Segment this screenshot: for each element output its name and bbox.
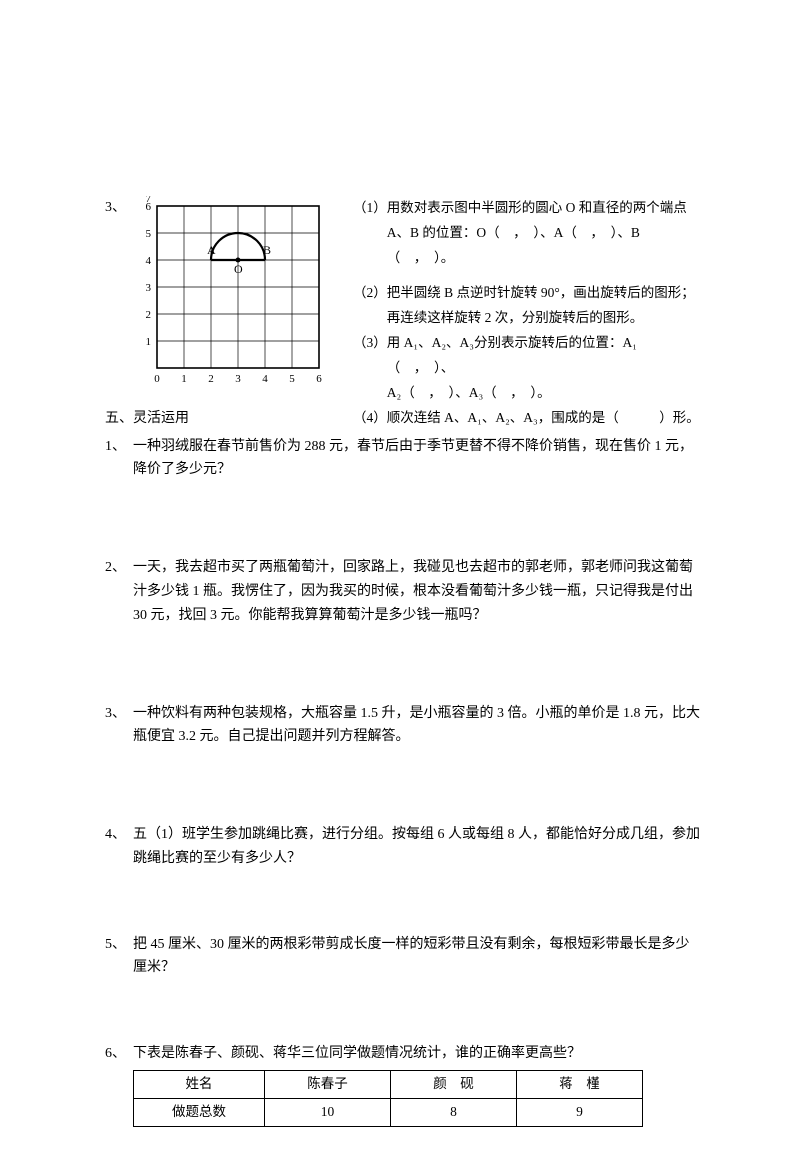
th-c1: 陈春子 xyxy=(265,1071,391,1099)
q3-sub2-text2: 再连续这样旋转 2 次，分别旋转后的图形。 xyxy=(387,310,644,325)
th-c2: 颜 砚 xyxy=(391,1071,517,1099)
q3-sub3-text1: 用 A₁、A₂、A₃分别表示旋转后的位置：A₁（ ， ）、 xyxy=(387,335,637,375)
score-table: 姓名 陈春子 颜 砚 蒋 槿 做题总数 10 8 9 xyxy=(133,1070,643,1127)
p5-num: 5、 xyxy=(105,933,133,981)
th-name: 姓名 xyxy=(134,1071,265,1099)
svg-text:3: 3 xyxy=(235,373,241,385)
question-3: 3、 12345670123456AOB （1） 用数对表示图中半圆形的圆心 O… xyxy=(105,196,700,431)
p6-text: 下表是陈春子、颜砚、蒋华三位同学做题情况统计，谁的正确率更高些？ xyxy=(133,1042,700,1066)
svg-text:2: 2 xyxy=(208,373,214,385)
p6-num: 6、 xyxy=(105,1042,133,1066)
table-row: 做题总数 10 8 9 xyxy=(134,1099,643,1127)
q3-sub2-text1: 把半圆绕 B 点逆时针旋转 90°，画出旋转后的图形； xyxy=(387,285,695,300)
table-row: 姓名 陈春子 颜 砚 蒋 槿 xyxy=(134,1071,643,1099)
problem-1: 1、 一种羽绒服在春节前售价为 288 元，春节后由于季节更替不得不降价销售，现… xyxy=(105,435,700,483)
svg-text:1: 1 xyxy=(181,373,187,385)
svg-text:0: 0 xyxy=(154,373,160,385)
svg-text:7: 7 xyxy=(146,196,152,205)
problem-4: 4、 五（1）班学生参加跳绳比赛，进行分组。按每组 6 人或每组 8 人，都能恰… xyxy=(105,823,700,871)
problem-2: 2、 一天，我去超市买了两瓶葡萄汁，回家路上，我碰见也去超市的郭老师，郭老师问我… xyxy=(105,556,700,627)
svg-text:3: 3 xyxy=(146,282,152,294)
q3-sub1-text2: A、B 的位置：O（ ， ）、A（ ， ）、B（ ， ）。 xyxy=(387,225,640,265)
q3-sub2-label: （2） xyxy=(353,281,387,331)
grid-svg: 12345670123456AOB xyxy=(133,196,333,426)
svg-text:5: 5 xyxy=(146,228,152,240)
svg-text:2: 2 xyxy=(146,309,152,321)
svg-text:6: 6 xyxy=(316,373,322,385)
svg-text:4: 4 xyxy=(146,255,152,267)
q3-sub1-text1: 用数对表示图中半圆形的圆心 O 和直径的两个端点 xyxy=(387,200,687,215)
r1-c3: 9 xyxy=(517,1099,643,1127)
p2-text: 一天，我去超市买了两瓶葡萄汁，回家路上，我碰见也去超市的郭老师，郭老师问我这葡萄… xyxy=(133,556,700,627)
p3-num: 3、 xyxy=(105,702,133,750)
problem-5: 5、 把 45 厘米、30 厘米的两根彩带剪成长度一样的短彩带且没有剩余，每根短… xyxy=(105,933,700,981)
semicircle-grid-chart: 12345670123456AOB xyxy=(133,196,333,426)
th-c3: 蒋 槿 xyxy=(517,1071,643,1099)
p3-text: 一种饮料有两种包装规格，大瓶容量 1.5 升，是小瓶容量的 3 倍。小瓶的单价是… xyxy=(133,702,700,750)
p1-text: 一种羽绒服在春节前售价为 288 元，春节后由于季节更替不得不降价销售，现在售价… xyxy=(133,435,700,483)
p2-num: 2、 xyxy=(105,556,133,627)
svg-text:A: A xyxy=(207,243,216,257)
p4-text: 五（1）班学生参加跳绳比赛，进行分组。按每组 6 人或每组 8 人，都能恰好分成… xyxy=(133,823,700,871)
p4-num: 4、 xyxy=(105,823,133,871)
problem-6: 6、 下表是陈春子、颜砚、蒋华三位同学做题情况统计，谁的正确率更高些？ xyxy=(105,1042,700,1066)
q3-sub3-text2: A₂（ ， ）、A₃（ ， ）。 xyxy=(387,385,551,400)
q3-subquestions: （1） 用数对表示图中半圆形的圆心 O 和直径的两个端点 A、B 的位置：O（ … xyxy=(333,196,700,431)
svg-text:O: O xyxy=(234,262,243,276)
r1-c2: 8 xyxy=(391,1099,517,1127)
r1-c1: 10 xyxy=(265,1099,391,1127)
svg-text:1: 1 xyxy=(146,336,152,348)
p5-text: 把 45 厘米、30 厘米的两根彩带剪成长度一样的短彩带且没有剩余，每根短彩带最… xyxy=(133,933,700,981)
svg-text:B: B xyxy=(263,243,271,257)
p1-num: 1、 xyxy=(105,435,133,483)
svg-text:5: 5 xyxy=(289,373,295,385)
problem-3: 3、 一种饮料有两种包装规格，大瓶容量 1.5 升，是小瓶容量的 3 倍。小瓶的… xyxy=(105,702,700,750)
q3-number: 3、 xyxy=(105,196,133,220)
q3-sub4-text: 顺次连结 A、A₁、A₂、A₃，围成的是（ ）形。 xyxy=(387,410,700,425)
q3-sub3-label: （3） xyxy=(353,331,387,406)
r1-label: 做题总数 xyxy=(134,1099,265,1127)
q3-sub1-label: （1） xyxy=(353,196,387,271)
svg-text:4: 4 xyxy=(262,373,268,385)
q3-sub4-label: （4） xyxy=(353,406,387,431)
